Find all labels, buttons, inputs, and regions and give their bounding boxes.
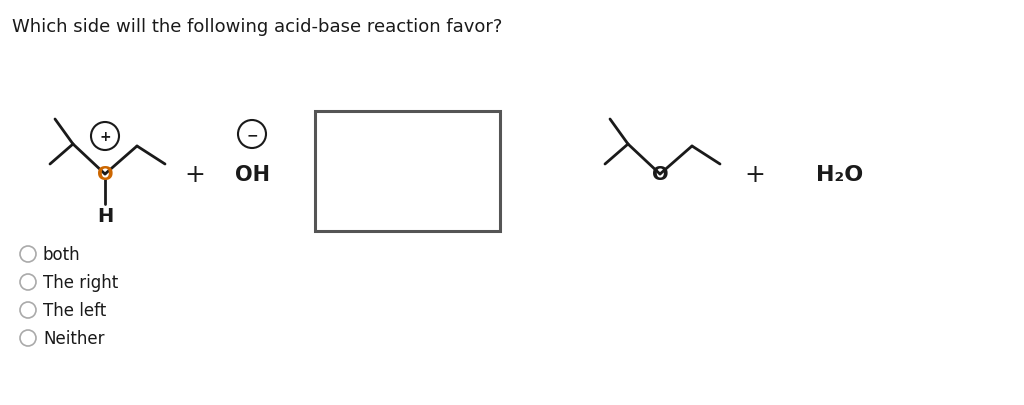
- Text: OH: OH: [234, 164, 269, 185]
- Text: both: both: [43, 245, 81, 263]
- Text: H: H: [97, 207, 113, 226]
- Text: +: +: [744, 162, 765, 187]
- Text: The left: The left: [43, 301, 106, 319]
- Text: +: +: [99, 130, 111, 144]
- Text: −: −: [246, 128, 258, 142]
- Text: +: +: [184, 162, 206, 187]
- Text: H₂O: H₂O: [816, 164, 863, 185]
- Text: Neither: Neither: [43, 329, 104, 347]
- Bar: [315, 112, 500, 231]
- Text: O: O: [96, 165, 114, 184]
- Text: O: O: [651, 165, 669, 184]
- Text: Which side will the following acid-base reaction favor?: Which side will the following acid-base …: [12, 18, 503, 36]
- Text: The right: The right: [43, 273, 118, 291]
